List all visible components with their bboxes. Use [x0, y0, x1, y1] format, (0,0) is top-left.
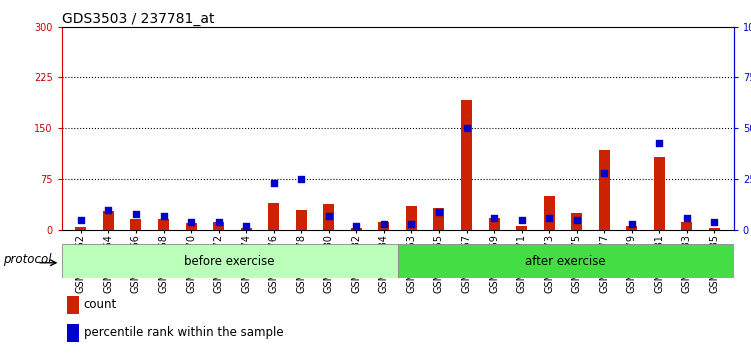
Text: count: count	[84, 298, 117, 311]
Point	[102, 207, 114, 212]
Point	[599, 170, 611, 176]
Bar	[131, 219, 141, 230]
Bar	[626, 226, 638, 230]
Bar	[158, 218, 169, 230]
Point	[378, 221, 390, 227]
Bar	[185, 223, 197, 230]
Bar	[67, 324, 79, 342]
Bar	[572, 213, 582, 230]
Point	[433, 209, 445, 215]
Point	[240, 223, 252, 229]
Point	[460, 125, 472, 131]
Bar	[103, 211, 114, 230]
Point	[75, 217, 87, 223]
Text: protocol: protocol	[3, 253, 52, 266]
Bar	[461, 100, 472, 230]
Point	[406, 221, 418, 227]
Bar	[654, 157, 665, 230]
Bar	[296, 210, 306, 230]
Point	[488, 215, 500, 221]
Text: before exercise: before exercise	[184, 255, 275, 268]
Point	[213, 219, 225, 225]
Point	[681, 215, 693, 221]
Point	[653, 140, 665, 145]
Bar	[406, 206, 417, 230]
Point	[626, 221, 638, 227]
Bar	[323, 204, 334, 230]
Point	[543, 215, 555, 221]
Point	[158, 213, 170, 219]
Bar	[433, 209, 445, 230]
Text: after exercise: after exercise	[526, 255, 606, 268]
Text: GDS3503 / 237781_at: GDS3503 / 237781_at	[62, 12, 214, 25]
Point	[516, 217, 528, 223]
Point	[323, 213, 335, 219]
Bar	[213, 222, 224, 230]
Point	[267, 181, 279, 186]
Point	[130, 211, 142, 217]
Text: percentile rank within the sample: percentile rank within the sample	[84, 326, 283, 339]
Bar	[516, 226, 527, 230]
Bar	[268, 203, 279, 230]
Bar	[544, 196, 555, 230]
Bar	[489, 218, 499, 230]
Bar	[75, 227, 86, 230]
Bar	[67, 296, 79, 314]
Bar	[379, 222, 389, 230]
Point	[350, 223, 362, 229]
Bar	[709, 228, 720, 230]
Bar	[681, 222, 692, 230]
Point	[295, 176, 307, 182]
Point	[185, 219, 197, 225]
Bar	[62, 244, 398, 278]
Bar	[240, 228, 252, 230]
Point	[708, 219, 720, 225]
Bar	[599, 150, 610, 230]
Bar	[351, 228, 362, 230]
Bar	[398, 244, 734, 278]
Point	[571, 217, 583, 223]
